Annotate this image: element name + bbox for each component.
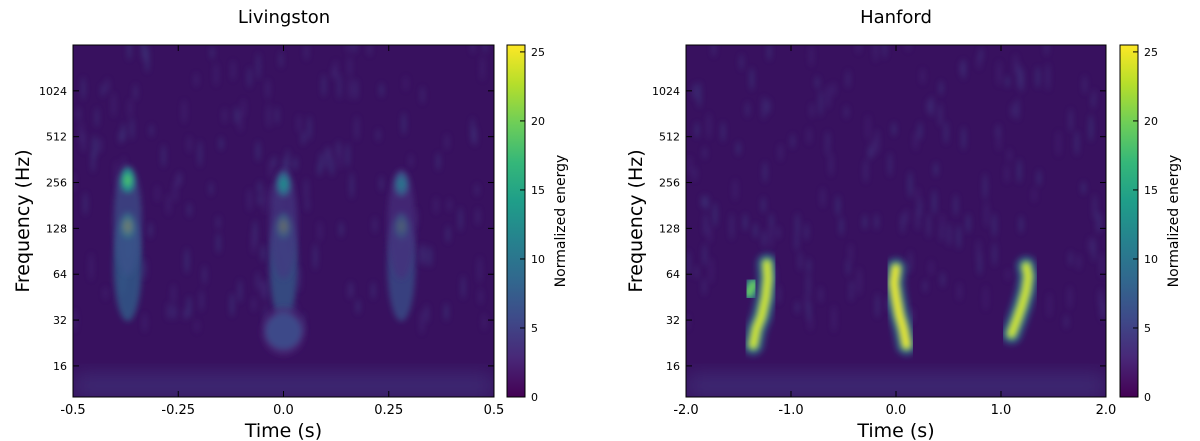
y-tick-label: 1024 — [652, 85, 680, 98]
energy-hotspot — [261, 307, 306, 356]
y-tick-label: 16 — [666, 360, 680, 373]
energy-hotspot — [113, 165, 142, 276]
y-tick-label: 128 — [46, 222, 67, 235]
x-tick-label: -0.25 — [161, 403, 195, 418]
chirp-track — [1000, 255, 1040, 345]
energy-hotspot — [269, 169, 298, 280]
noise-texture — [73, 45, 487, 335]
chirp-track — [882, 257, 918, 356]
heatmap-area — [686, 45, 1106, 397]
colorbar-tick-label: 15 — [1144, 184, 1158, 197]
colorbar-tick-label: 20 — [531, 115, 545, 128]
colorbar-tick-label: 0 — [531, 391, 538, 404]
x-tick-label: 0.0 — [273, 403, 294, 418]
hanford-panel: -2.0 -1.0 0.0 1.0 2.0 16 32 64 128 256 512 1024 Hanf… — [625, 7, 1182, 441]
chirp-track — [742, 252, 779, 356]
y-tick-label: 64 — [666, 268, 680, 281]
colorbar-tick-label: 25 — [531, 46, 545, 59]
y-tick-label: 256 — [659, 177, 680, 190]
y-tick-label: 512 — [659, 131, 680, 144]
y-tick-label: 32 — [666, 314, 680, 327]
colorbar-tick-label: 10 — [531, 253, 545, 266]
colorbar — [506, 44, 526, 398]
livingston-panel: -0.5 -0.25 0.0 0.25 0.5 16 32 64 128 256 512 1024 Li… — [12, 7, 569, 441]
y-tick-label: 512 — [46, 131, 67, 144]
y-tick-label: 256 — [46, 177, 67, 190]
x-tick-label: -0.5 — [60, 403, 85, 418]
chart-title: Hanford — [860, 7, 932, 28]
y-tick-label: 32 — [53, 314, 67, 327]
colorbar-tick-label: 20 — [1144, 115, 1158, 128]
x-tick-label: 0.25 — [374, 403, 403, 418]
colorbar-tick-label: 5 — [1144, 322, 1151, 335]
chirp-track — [738, 273, 765, 305]
x-tick-label: 1.0 — [991, 403, 1012, 418]
x-tick-label: -1.0 — [778, 403, 803, 418]
y-tick-label: 16 — [53, 360, 67, 373]
energy-hotspot — [387, 169, 416, 280]
y-tick-label: 128 — [659, 222, 680, 235]
x-tick-label: 2.0 — [1096, 403, 1117, 418]
colorbar-label: Normalized energy — [1166, 155, 1182, 288]
colorbar-tick-label: 5 — [531, 322, 538, 335]
x-axis-label: Time (s) — [244, 420, 322, 441]
y-axis-label: Frequency (Hz) — [12, 149, 34, 292]
colorbar-tick-label: 25 — [1144, 46, 1158, 59]
x-axis-label: Time (s) — [856, 420, 934, 441]
colorbar-label: Normalized energy — [553, 155, 569, 288]
x-tick-label: -2.0 — [673, 403, 698, 418]
noise-texture — [686, 45, 1106, 333]
y-tick-label: 1024 — [39, 85, 67, 98]
colorbar-tick-label: 10 — [1144, 253, 1158, 266]
y-tick-label: 64 — [53, 268, 67, 281]
colorbar-tick-label: 15 — [531, 184, 545, 197]
chart-title: Livingston — [238, 7, 330, 28]
x-tick-label: 0.5 — [484, 403, 505, 418]
colorbar-tick-label: 0 — [1144, 391, 1151, 404]
heatmap-area — [73, 45, 494, 397]
x-tick-label: 0.0 — [886, 403, 907, 418]
y-axis-label: Frequency (Hz) — [625, 149, 647, 292]
colorbar — [1119, 44, 1139, 398]
